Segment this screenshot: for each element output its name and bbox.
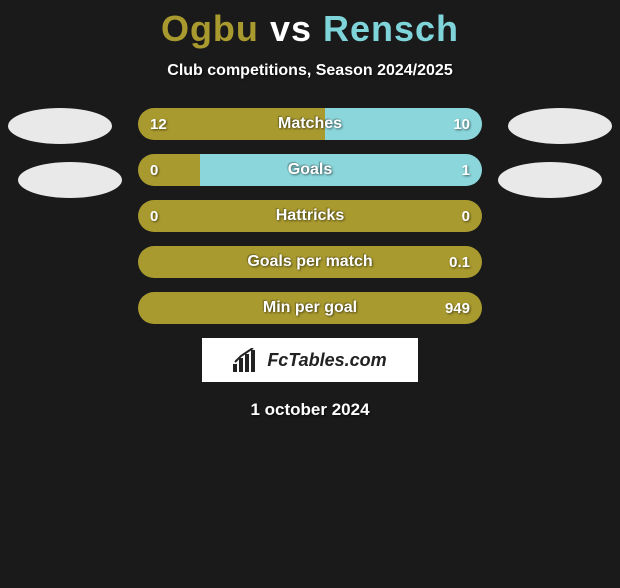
title-player2: Rensch xyxy=(323,8,459,49)
stat-bar-left-segment xyxy=(138,246,482,278)
logo-box[interactable]: FcTables.com xyxy=(202,338,418,382)
comparison-arena: Matches1210 Goals01 Hattricks00 Goals per m… xyxy=(0,108,620,324)
stat-bar: Min per goal949 xyxy=(138,292,482,324)
stat-bar: Goals per match0.1 xyxy=(138,246,482,278)
stat-bar-right-segment xyxy=(200,154,482,186)
stat-bar-left-segment xyxy=(138,154,200,186)
stat-bars: Matches1210 Goals01 Hattricks00 Goals per m… xyxy=(138,108,482,324)
player1-avatar-top xyxy=(8,108,112,144)
player2-avatar-bottom xyxy=(498,162,602,198)
stat-bar-left-segment xyxy=(138,200,482,232)
stat-bar: Matches1210 xyxy=(138,108,482,140)
bars-chart-icon xyxy=(233,348,261,372)
page-title: Ogbu vs Rensch xyxy=(0,8,620,50)
stat-bar-left-segment xyxy=(138,292,482,324)
title-player1: Ogbu xyxy=(161,8,259,49)
stat-bar-right-segment xyxy=(325,108,482,140)
stat-bar: Goals01 xyxy=(138,154,482,186)
logo-text: FcTables.com xyxy=(267,350,386,371)
stat-bar: Hattricks00 xyxy=(138,200,482,232)
stat-bar-left-segment xyxy=(138,108,325,140)
date: 1 october 2024 xyxy=(0,400,620,420)
player2-avatar-top xyxy=(508,108,612,144)
title-vs: vs xyxy=(270,8,312,49)
subtitle: Club competitions, Season 2024/2025 xyxy=(0,62,620,80)
player1-avatar-bottom xyxy=(18,162,122,198)
